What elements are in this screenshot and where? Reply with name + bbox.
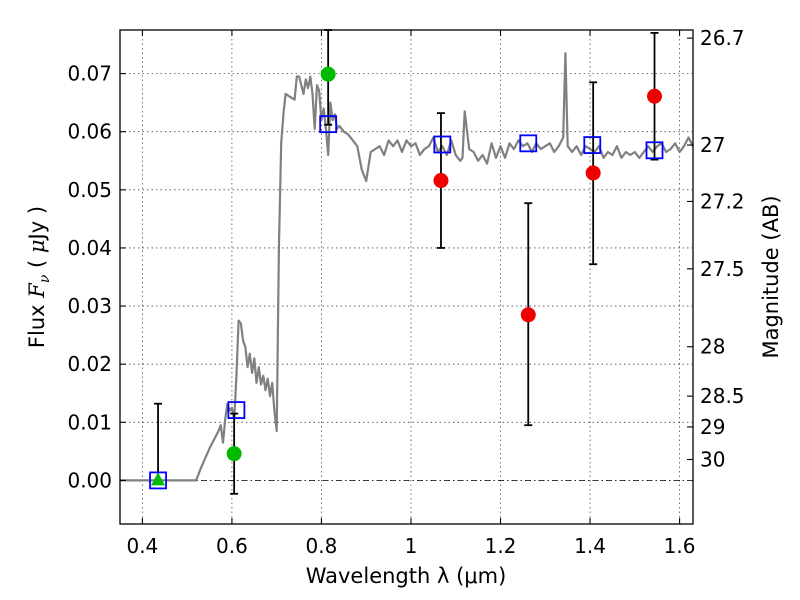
data-points	[149, 29, 664, 495]
y-tick-label: 0.07	[67, 62, 112, 86]
right-axis-title: Magnitude (AB)	[759, 195, 783, 358]
right-tick-label: 28.5	[700, 384, 745, 408]
x-tick-label: 0.8	[306, 534, 338, 558]
y-tick-label: 0.00	[67, 468, 112, 492]
y-axis-title: Flux Fν ( μJy )	[25, 206, 53, 348]
x-tick-label: 1.4	[574, 534, 606, 558]
right-tick-label: 27.5	[700, 257, 745, 281]
grid-lines	[120, 30, 693, 524]
observed-flux-point	[520, 307, 536, 323]
model-flux-point	[583, 136, 602, 154]
y-tick-label: 0.06	[67, 120, 112, 144]
right-tick-label: 26.7	[700, 26, 745, 50]
y-tick-label: 0.03	[67, 294, 112, 318]
x-tick-label: 0.4	[126, 534, 158, 558]
right-tick-label: 28	[700, 335, 725, 359]
observed-flux-point	[433, 173, 449, 189]
model-flux-point	[149, 471, 167, 490]
right-tick-label: 27	[700, 133, 725, 157]
y-tick-label: 0.04	[67, 236, 112, 260]
sed-model-curve	[120, 52, 694, 482]
y-tick-label: 0.01	[67, 410, 112, 434]
model-flux-point	[319, 115, 338, 134]
observed-flux-point	[226, 446, 242, 462]
right-tick-label: 27.2	[700, 189, 745, 213]
x-tick-label: 0.6	[216, 534, 248, 558]
axis-ticks	[120, 30, 693, 524]
x-tick-label: 1.6	[664, 534, 696, 558]
y-tick-label: 0.05	[67, 178, 112, 202]
model-flux-point	[645, 141, 664, 160]
observed-flux-point	[647, 88, 663, 104]
right-tick-labels: 26.7 27 27.2 27.5 28 28.5 29 30	[700, 26, 745, 471]
plot-frame	[119, 29, 694, 525]
x-tick-label: 1	[405, 534, 418, 558]
y-tick-labels: 0.00 0.01 0.02 0.03 0.04 0.05 0.06 0.07	[67, 62, 112, 493]
y-tick-label: 0.02	[67, 352, 112, 376]
observed-flux-point	[320, 66, 336, 82]
model-flux-point	[227, 401, 246, 419]
right-tick-label: 29	[700, 415, 725, 439]
right-tick-label: 30	[700, 447, 725, 471]
x-axis-title: Wavelength λ (μm)	[306, 564, 507, 588]
observed-flux-point	[585, 165, 601, 181]
x-tick-label: 1.2	[485, 534, 517, 558]
x-tick-labels: 0.4 0.6 0.8 1 1.2 1.4 1.6	[126, 534, 695, 558]
upper-limit-point	[151, 472, 166, 486]
model-flux-point	[519, 134, 538, 153]
model-flux-point	[433, 135, 452, 154]
